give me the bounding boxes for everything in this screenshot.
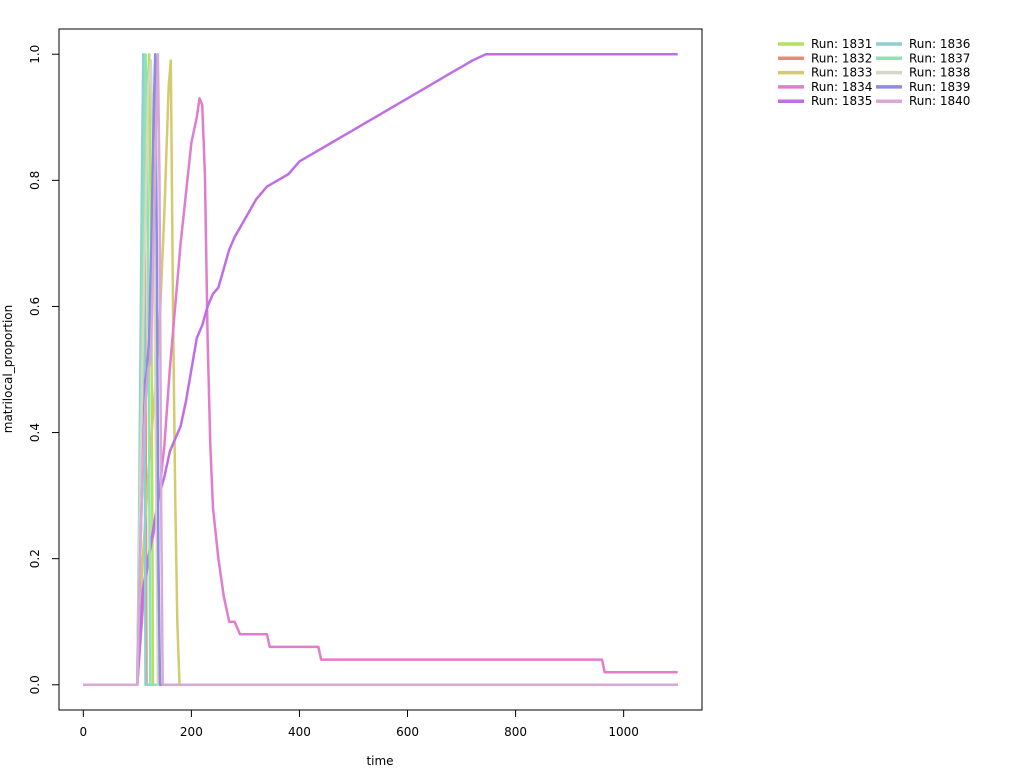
legend-label: Run: 1838 — [909, 66, 970, 80]
legend-label: Run: 1839 — [909, 80, 970, 94]
legend-label: Run: 1831 — [811, 37, 872, 51]
legend-label: Run: 1833 — [811, 66, 872, 80]
legend-label: Run: 1835 — [811, 94, 872, 108]
y-tick-label: 0.4 — [28, 423, 42, 442]
x-tick-label: 800 — [504, 725, 527, 739]
legend-label: Run: 1840 — [909, 94, 970, 108]
y-tick-label: 0.2 — [28, 549, 42, 568]
series-line-5 — [83, 52, 678, 687]
legend-label: Run: 1836 — [909, 37, 970, 51]
x-axis-label: time — [366, 754, 393, 768]
legend-label: Run: 1832 — [811, 51, 872, 65]
y-axis-label: matrilocal_proportion — [1, 305, 15, 433]
x-axis: 0 200 400 600 800 1000 — [79, 709, 639, 739]
series-line-10 — [83, 52, 678, 687]
legend-label: Run: 1837 — [909, 51, 970, 65]
legend-label: Run: 1834 — [811, 80, 872, 94]
y-axis: 0.0 0.2 0.4 0.6 0.8 1.0 — [28, 45, 60, 694]
x-tick-label: 400 — [288, 725, 311, 739]
x-tick-label: 1000 — [608, 725, 639, 739]
x-tick-label: 600 — [396, 725, 419, 739]
y-tick-label: 1.0 — [28, 45, 42, 64]
y-tick-label: 0.8 — [28, 171, 42, 190]
series-line-3 — [83, 59, 678, 687]
x-tick-label: 0 — [79, 725, 87, 739]
series-line-4 — [83, 97, 678, 687]
y-tick-label: 0.6 — [28, 297, 42, 316]
x-tick-label: 200 — [180, 725, 203, 739]
y-tick-label: 0.0 — [28, 675, 42, 694]
series-layer — [83, 52, 678, 687]
